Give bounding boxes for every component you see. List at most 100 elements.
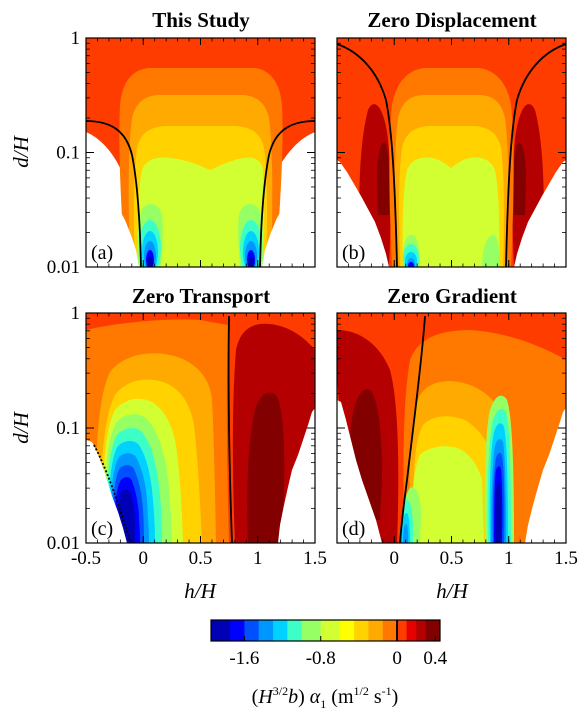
- colorbar-tick-label: 0: [392, 648, 402, 669]
- colorbar-swatch: [258, 620, 274, 641]
- axis-ticks: 0.01 0.1 1 0.01 0.1 1 -0.5 0 0.5 1 1.5 0 0.5 1 1.5: [47, 28, 578, 569]
- cb-label-H-exp: 3/2: [273, 684, 288, 698]
- colorbar-tick-label: 0.4: [423, 648, 447, 669]
- level-greenyellow: [137, 157, 264, 267]
- panel-d: [336, 312, 567, 544]
- masked-left: [337, 400, 382, 543]
- x-tick-label: 0.5: [189, 548, 213, 569]
- colorbar-swatch: [320, 620, 341, 641]
- x-tick-label: -0.5: [71, 548, 101, 569]
- colorbar-swatch: [211, 620, 231, 641]
- colorbar-ticks: -1.6 -0.8 0 0.4: [229, 636, 448, 669]
- cb-label-close: ): [392, 686, 399, 708]
- level-blue5-right: [495, 481, 501, 543]
- zero-contour-right: [505, 43, 566, 267]
- level-blue4-left: [147, 257, 153, 267]
- masked-right: [262, 163, 315, 267]
- y-axis-label-top: d/H: [9, 134, 33, 167]
- cb-label-alpha: α: [310, 686, 321, 708]
- colorbar-swatch: [339, 620, 355, 641]
- colorbar-swatch: [287, 620, 303, 641]
- colorbar-swatch: [244, 620, 260, 641]
- masked-right: [514, 160, 566, 267]
- panel-label-a: (a): [91, 242, 113, 264]
- zero-contour-left: [337, 43, 398, 267]
- level-maroon-left: [377, 143, 390, 215]
- colorbar-swatch: [368, 620, 384, 641]
- panel-title-d: Zero Gradient: [387, 284, 517, 308]
- y-tick-label: 1: [71, 28, 81, 49]
- level-maroon: [247, 392, 285, 543]
- y-tick-label: 1: [71, 303, 81, 324]
- colorbar-swatch: [301, 620, 322, 641]
- zero-contour: [399, 315, 426, 543]
- contour-fill-b: [337, 38, 566, 267]
- panel-title-c: Zero Transport: [132, 284, 270, 308]
- x-tick-label: 1: [504, 548, 514, 569]
- colorbar-swatch: [230, 620, 245, 641]
- colorbar-tick-label: -1.6: [229, 648, 259, 669]
- colorbar-swatch: [273, 620, 288, 641]
- cb-label-alpha-sub: 1: [320, 697, 326, 711]
- x-tick-label: 1: [253, 548, 263, 569]
- x-tick-label: 1.5: [303, 548, 327, 569]
- colorbar-swatch: [416, 620, 427, 641]
- cb-label-prefix: (: [252, 686, 259, 708]
- masked-left: [337, 160, 389, 267]
- cb-label-b: b: [288, 686, 298, 708]
- level-blue4-right: [248, 257, 254, 267]
- level-greenyellow: [411, 446, 484, 543]
- cb-label-units-exp: 1/2: [354, 684, 369, 698]
- level-greenyellow: [402, 157, 500, 267]
- x-tick-label: 0.5: [440, 548, 464, 569]
- level-blue3: [408, 262, 414, 267]
- level-blue2-left: [403, 524, 408, 543]
- masked-left: [86, 440, 127, 543]
- colorbar-swatch: [354, 620, 369, 641]
- x-tick-label: 0: [390, 548, 400, 569]
- cb-label-units-end: s: [369, 686, 382, 708]
- x-tick-label: 1.5: [554, 548, 578, 569]
- zero-contour-left: [93, 444, 132, 543]
- y-tick-label: 0.01: [47, 533, 80, 554]
- y-tick-label: 0.1: [56, 418, 80, 439]
- colorbar: [210, 619, 441, 642]
- y-axis-label-bottom: d/H: [9, 410, 33, 443]
- colorbar-swatch: [382, 620, 398, 641]
- x-axis-label-right: h/H: [436, 579, 469, 603]
- y-tick-label: 0.1: [56, 143, 80, 164]
- y-tick-label: 0.01: [47, 257, 80, 278]
- panel-c: [85, 312, 316, 544]
- level-green-right: [482, 234, 500, 267]
- colorbar-frame: [210, 619, 441, 642]
- cb-label-units: (m: [326, 686, 354, 708]
- x-tick-label: 0: [139, 548, 149, 569]
- contour-fill-d: [337, 313, 566, 543]
- zero-contour-left: [86, 120, 142, 267]
- panel-label-b: (b): [342, 242, 365, 264]
- contour-fill-a: [86, 38, 315, 267]
- contour-fill-c: [86, 313, 315, 543]
- masked-right: [525, 408, 566, 543]
- panel-b: [336, 37, 567, 268]
- colorbar-label: (H3/2b) α1 (m1/2 s-1): [252, 684, 399, 711]
- zero-contour-right: [227, 315, 233, 543]
- zero-contour-right: [259, 120, 315, 267]
- cb-label-mid: ): [298, 686, 310, 708]
- colorbar-swatch: [397, 620, 408, 641]
- colorbar-tick-label: -0.8: [306, 648, 336, 669]
- panel-a: [85, 37, 316, 268]
- panel-label-c: (c): [91, 518, 113, 540]
- masked-left: [86, 163, 139, 267]
- cb-label-units-exp2: -1: [382, 684, 392, 698]
- masked-right: [278, 408, 315, 543]
- x-axis-label-left: h/H: [184, 579, 217, 603]
- panel-title-a: This Study: [152, 8, 250, 32]
- panel-title-b: Zero Displacement: [367, 8, 536, 32]
- panel-label-d: (d): [342, 518, 365, 540]
- colorbar-swatch: [406, 620, 417, 641]
- cb-label-H: H: [257, 686, 274, 708]
- colorbar-swatch: [425, 620, 441, 641]
- level-maroon-right: [513, 143, 526, 215]
